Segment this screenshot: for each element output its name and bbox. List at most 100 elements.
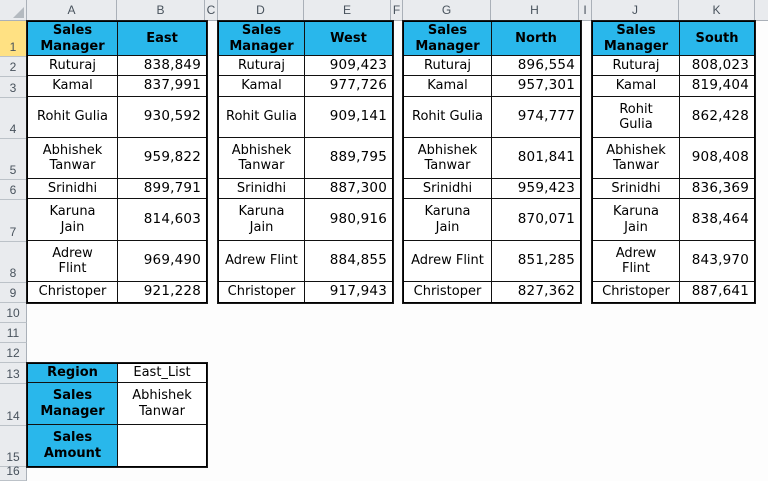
value-cell[interactable]: 969,490: [118, 241, 206, 282]
value-cell[interactable]: 827,362: [517, 283, 575, 300]
manager-cell[interactable]: Christoper: [28, 282, 118, 302]
value-cell[interactable]: 980,916: [305, 199, 392, 241]
manager-cell[interactable]: Ruturaj: [219, 56, 305, 76]
value-cell[interactable]: 909,141: [305, 97, 392, 138]
manager-cell[interactable]: Srinidhi: [28, 179, 118, 199]
value-cell[interactable]: 889,795: [305, 138, 392, 179]
col-header-E[interactable]: E: [304, 0, 391, 20]
value-cell[interactable]: 957,301: [492, 76, 580, 97]
value-cell[interactable]: 921,228: [143, 283, 201, 300]
value-cell[interactable]: 899,791: [118, 179, 206, 199]
sales-amount-value-cell[interactable]: [118, 425, 206, 466]
value-cell[interactable]: 896,554: [492, 56, 580, 76]
value-cell[interactable]: 870,071: [492, 199, 580, 241]
value-cell[interactable]: 851,285: [492, 241, 580, 282]
region-header-cell[interactable]: West: [305, 22, 392, 56]
manager-cell[interactable]: Karuna Jain: [593, 199, 680, 241]
manager-cell[interactable]: Adrew Flint: [28, 241, 118, 282]
col-header-I[interactable]: I: [579, 0, 592, 20]
manager-cell[interactable]: Abhishek Tanwar: [28, 138, 118, 179]
col-header-G[interactable]: G: [403, 0, 491, 20]
region-header-cell[interactable]: South: [680, 22, 754, 56]
value-cell[interactable]: 959,423: [492, 179, 580, 199]
manager-cell[interactable]: Karuna Jain: [219, 199, 305, 241]
manager-cell[interactable]: Christoper: [593, 282, 680, 302]
value-cell[interactable]: 837,991: [118, 76, 206, 97]
sales-manager-header-cell[interactable]: Sales Manager: [593, 22, 680, 56]
row-header-12[interactable]: 12: [0, 343, 27, 363]
value-cell[interactable]: 838,849: [118, 56, 206, 76]
manager-cell[interactable]: Kamal: [28, 76, 118, 97]
value-cell[interactable]: 977,726: [305, 76, 392, 97]
value-cell[interactable]: 887,300: [305, 179, 392, 199]
manager-cell[interactable]: Adrew Flint: [404, 241, 492, 282]
sales-amount-label-cell[interactable]: Sales Amount: [28, 425, 118, 466]
manager-cell[interactable]: Abhishek Tanwar: [593, 138, 680, 179]
col-header-C[interactable]: C: [205, 0, 218, 20]
manager-cell[interactable]: Kamal: [404, 76, 492, 97]
select-all-button[interactable]: [0, 0, 27, 20]
row-header-16[interactable]: 16: [0, 464, 27, 481]
manager-cell[interactable]: Ruturaj: [593, 56, 680, 76]
manager-cell[interactable]: Srinidhi: [593, 179, 680, 199]
value-cell[interactable]: 930,592: [118, 97, 206, 138]
value-cell[interactable]: 814,603: [118, 199, 206, 241]
manager-cell[interactable]: Rohit Gulia: [404, 97, 492, 138]
value-cell[interactable]: 838,464: [680, 199, 754, 241]
manager-cell[interactable]: Ruturaj: [404, 56, 492, 76]
row-header-7[interactable]: 7: [0, 200, 27, 242]
value-cell[interactable]: 887,641: [691, 283, 749, 300]
sales-manager-header-cell[interactable]: Sales Manager: [219, 22, 305, 56]
row-header-9[interactable]: 9: [0, 283, 27, 303]
col-header-D[interactable]: D: [218, 0, 304, 20]
manager-cell[interactable]: Adrew Flint: [219, 241, 305, 282]
region-label-cell[interactable]: Region: [28, 364, 118, 383]
row-header-10[interactable]: 10: [0, 303, 27, 323]
sales-manager-header-cell[interactable]: Sales Manager: [28, 22, 118, 56]
col-header-K[interactable]: K: [679, 0, 755, 20]
manager-cell[interactable]: Karuna Jain: [28, 199, 118, 241]
value-cell[interactable]: 959,822: [118, 138, 206, 179]
col-header-H[interactable]: H: [491, 0, 579, 20]
manager-cell[interactable]: Abhishek Tanwar: [404, 138, 492, 179]
col-header-A[interactable]: A: [27, 0, 117, 20]
col-header-J[interactable]: J: [592, 0, 679, 20]
row-header-8[interactable]: 8: [0, 242, 27, 283]
region-header-cell[interactable]: North: [492, 22, 580, 56]
sales-manager-header-cell[interactable]: Sales Manager: [404, 22, 492, 56]
value-cell[interactable]: 843,970: [680, 241, 754, 282]
value-cell[interactable]: 862,428: [680, 97, 754, 138]
manager-cell[interactable]: Adrew Flint: [593, 241, 680, 282]
row-header-6[interactable]: 6: [0, 180, 27, 200]
row-header-15[interactable]: 15: [0, 426, 27, 467]
row-header-2[interactable]: 2: [0, 57, 27, 77]
value-cell[interactable]: 908,408: [680, 138, 754, 179]
value-cell[interactable]: 836,369: [680, 179, 754, 199]
row-header-3[interactable]: 3: [0, 77, 27, 98]
manager-cell[interactable]: Karuna Jain: [404, 199, 492, 241]
value-cell[interactable]: 808,023: [680, 56, 754, 76]
region-value-cell[interactable]: East_List: [118, 364, 206, 383]
manager-cell[interactable]: Ruturaj: [28, 56, 118, 76]
manager-cell[interactable]: Kamal: [593, 76, 680, 97]
row-header-11[interactable]: 11: [0, 323, 27, 343]
manager-cell[interactable]: Christoper: [219, 282, 305, 302]
manager-cell[interactable]: Srinidhi: [219, 179, 305, 199]
col-header-B[interactable]: B: [117, 0, 205, 20]
manager-cell[interactable]: Rohit Gulia: [28, 97, 118, 138]
row-header-5[interactable]: 5: [0, 139, 27, 180]
col-header-partial[interactable]: [755, 0, 768, 20]
sales-manager-label-cell[interactable]: Sales Manager: [28, 383, 118, 425]
region-header-cell[interactable]: East: [118, 22, 206, 56]
manager-cell[interactable]: Srinidhi: [404, 179, 492, 199]
manager-cell[interactable]: Christoper: [404, 282, 492, 302]
row-header-4[interactable]: 4: [0, 98, 27, 139]
sales-manager-value-cell[interactable]: Abhishek Tanwar: [118, 383, 206, 425]
row-header-14[interactable]: 14: [0, 384, 27, 426]
manager-cell[interactable]: Rohit Gulia: [593, 97, 680, 138]
manager-cell[interactable]: Abhishek Tanwar: [219, 138, 305, 179]
row-header-13[interactable]: 13: [0, 363, 27, 384]
value-cell[interactable]: 909,423: [305, 56, 392, 76]
value-cell[interactable]: 974,777: [492, 97, 580, 138]
value-cell[interactable]: 819,404: [680, 76, 754, 97]
